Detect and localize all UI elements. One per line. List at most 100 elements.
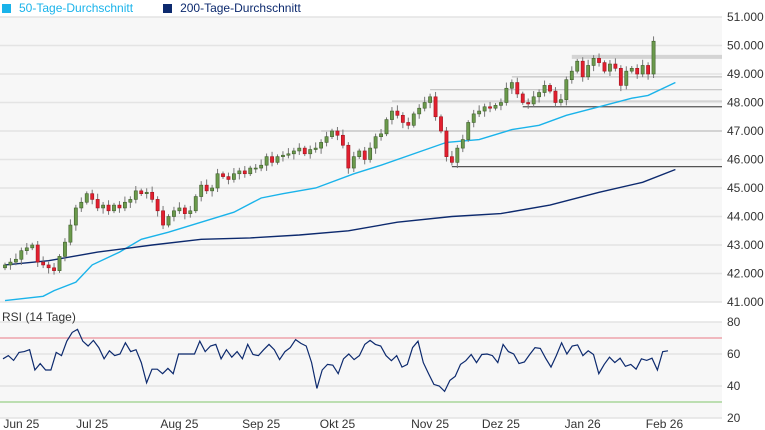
price-tick-label: 43.000 [727,238,764,252]
candle-down [106,204,111,212]
price-tick-label: 51.000 [727,10,764,24]
candle-down [52,267,56,271]
candle-up [281,154,285,157]
legend-item-ma50[interactable]: 50-Tage-Durchschnitt [2,1,133,15]
candle-down [618,68,623,86]
price-tick-label: 50.000 [727,39,764,53]
x-tick-label: Jan 26 [565,417,601,430]
candle-up [79,201,84,209]
x-tick-label: Nov 25 [411,417,449,430]
candle-down [346,144,351,169]
candle-up [297,147,302,152]
candle-down [155,199,160,212]
candle-up [14,258,18,263]
candle-up [422,102,427,109]
candle-up [351,156,356,169]
candle-up [482,106,487,112]
candle-down [406,122,411,126]
candle-up [379,133,383,138]
chart-legend: 50-Tage-Durchschnitt 200-Tage-Durchschni… [2,0,331,16]
x-tick-label: Jul 25 [76,417,108,430]
candle-up [3,264,7,269]
candle-down [90,193,95,200]
candle-down [449,156,454,163]
candle-up [253,167,258,170]
candle-up [542,85,547,93]
candle-up [177,207,182,212]
candle-down [335,130,340,136]
candle-up [531,96,536,105]
x-tick-label: Sep 25 [242,417,280,430]
candle-up [629,68,634,72]
candle-up [133,190,138,200]
candle-up [123,201,127,209]
price-tick-label: 49.000 [727,67,764,81]
candle-up [564,79,569,100]
candle-up [608,63,612,72]
candle-down [597,58,601,63]
candle-down [161,210,165,226]
candle-up [373,136,378,149]
legend-swatch-ma200 [163,3,173,13]
candle-down [226,176,231,180]
x-tick-label: Feb 26 [646,417,684,430]
candle-up [624,70,629,86]
candle-up [259,164,264,169]
legend-swatch-ma50 [2,3,11,13]
price-tick-label: 42.000 [727,267,764,281]
candle-down [526,102,531,105]
candle-up [237,170,242,175]
candle-up [357,150,362,157]
candle-up [558,99,563,103]
candle-up [390,110,394,120]
candle-up [591,58,596,66]
candles [3,36,656,275]
candle-down [35,244,40,263]
candle-up [24,247,29,252]
candle-down [520,93,525,103]
rsi-title: RSI (14 Tage) [2,310,76,324]
legend-label-ma50: 50-Tage-Durchschnitt [19,1,134,15]
candle-up [569,70,574,81]
candle-up [63,241,67,257]
legend-item-ma200[interactable]: 200-Tage-Durchschnitt [163,1,301,15]
candle-down [580,60,585,78]
rsi-tick-label: 60 [727,347,741,361]
candle-up [330,130,334,137]
candle-down [439,116,443,132]
candle-up [368,147,373,160]
candle-up [499,102,503,106]
candle-down [340,134,345,146]
candle-down [117,204,122,209]
candle-down [395,110,400,116]
candle-down [488,106,492,109]
candle-up [471,113,476,123]
candle-down [444,130,449,157]
candle-down [302,147,307,155]
candle-up [455,147,460,163]
price-tick-label: 41.000 [727,295,764,309]
price-tick-label: 45.000 [727,181,764,195]
candle-up [319,142,324,149]
legend-label-ma200: 200-Tage-Durchschnitt [180,1,301,15]
candle-up [73,207,78,226]
candle-down [646,65,651,75]
price-tick-label: 48.000 [727,96,764,110]
candle-up [308,149,313,155]
candle-down [362,150,367,160]
candle-down [613,63,618,69]
x-tick-label: Okt 25 [320,417,356,430]
candle-down [270,156,274,163]
axes: 41.000 42.000 43.000 44.000 45.000 46.000 47.0… [3,10,764,430]
candle-up [57,256,62,271]
candle-up [504,87,509,103]
candle-up [640,65,645,75]
candle-up [417,107,422,115]
candle-up [460,139,465,149]
candle-up [428,96,433,103]
candle-up [537,92,542,98]
candle-up [210,187,215,192]
candle-up [84,193,89,203]
candle-up [384,119,389,135]
